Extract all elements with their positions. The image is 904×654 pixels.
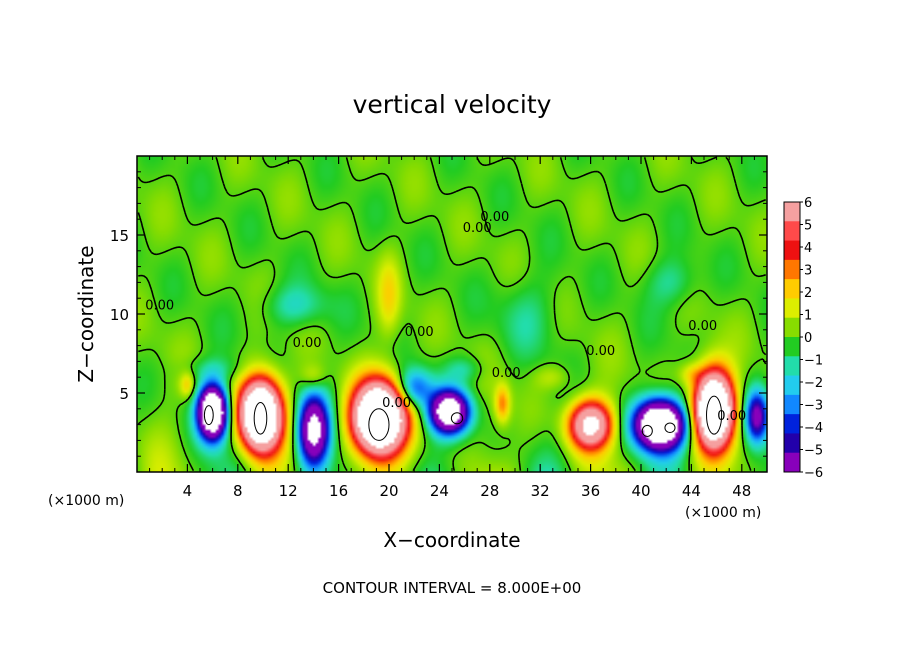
contour-label: 0.00 <box>463 221 492 236</box>
colorbar-label: 2 <box>804 286 812 301</box>
contour-label: 0.00 <box>492 366 521 381</box>
x-tick-label: 12 <box>279 482 298 500</box>
contour-label: 0.00 <box>382 396 411 411</box>
x-tick-label: 8 <box>233 482 243 500</box>
colorbar-segment <box>784 356 800 376</box>
colorbar-segment <box>784 279 800 299</box>
colorbar-label: 0 <box>804 331 812 346</box>
contour-label: 0.00 <box>145 298 174 313</box>
colorbar-label: −6 <box>804 466 823 481</box>
colorbar-segment <box>784 452 800 473</box>
inner-contour <box>706 395 723 435</box>
x-tick-label: 4 <box>183 482 193 500</box>
contour-interval-note: CONTOUR INTERVAL = 8.000E+00 <box>323 579 582 597</box>
x-tick-label: 36 <box>581 482 600 500</box>
x-tick-label: 28 <box>480 482 499 500</box>
colorbar-segment <box>784 394 800 415</box>
colorbar-segment <box>784 259 800 280</box>
x-units-right: (×1000 m) <box>685 505 761 521</box>
colorbar-segment <box>784 375 800 396</box>
contour-label: 0.00 <box>405 325 434 340</box>
x-units-left: (×1000 m) <box>48 493 124 509</box>
contour-label: 0.00 <box>586 344 615 359</box>
x-tick-label: 24 <box>430 482 449 500</box>
colorbar-label: −4 <box>804 421 823 436</box>
x-tick-label: 40 <box>631 482 650 500</box>
colorbar-label: −1 <box>804 354 823 369</box>
x-tick-label: 48 <box>732 482 751 500</box>
inner-contour <box>203 405 214 426</box>
inner-contour <box>664 422 676 434</box>
colorbar-label: 4 <box>804 241 812 256</box>
inner-contours <box>203 395 723 441</box>
y-axis-label: Z−coordinate <box>74 245 98 382</box>
colorbar-label: 3 <box>804 264 812 279</box>
y-tick-label: 15 <box>110 227 129 245</box>
plot-area: 0.000.000.000.000.000.000.000.000.000.00 <box>137 156 767 472</box>
zero-contour-path <box>137 156 767 472</box>
colorbar-label: −2 <box>804 376 823 391</box>
colorbar-label: −3 <box>804 399 823 414</box>
colorbar-segment <box>784 433 800 454</box>
y-tick-label: 5 <box>119 385 129 403</box>
colorbar-label: 1 <box>804 309 812 324</box>
colorbar-segment <box>784 414 800 434</box>
chart-title: vertical velocity <box>353 90 552 119</box>
contour-label: 0.00 <box>480 210 509 225</box>
colorbar: 6 5 4 3 2 1 0 −1 −2 −3 −4 −5 −6 <box>783 196 823 481</box>
colorbar-segment <box>784 240 800 261</box>
zero-contours <box>137 156 767 472</box>
colorbar-label: 5 <box>804 219 812 234</box>
contour-label: 0.00 <box>688 319 717 334</box>
colorbar-label: 6 <box>804 196 812 211</box>
colorbar-segment <box>784 317 800 338</box>
inner-contour <box>368 408 390 441</box>
colorbar-segment <box>784 221 800 241</box>
colorbar-segment <box>784 337 800 357</box>
y-axis-ticks: 5 10 15 <box>110 171 767 457</box>
contour-label: 0.00 <box>717 409 746 424</box>
inner-contour <box>641 424 653 437</box>
x-axis-ticks: 4 8 12 16 20 24 28 32 36 40 44 48 <box>149 156 755 500</box>
inner-contour <box>450 412 464 425</box>
velocity-heatmap <box>137 156 767 472</box>
x-tick-label: 44 <box>682 482 701 500</box>
colorbar-segment <box>784 202 800 222</box>
x-axis-label: X−coordinate <box>383 528 520 552</box>
x-tick-label: 20 <box>379 482 398 500</box>
contour-labels: 0.000.000.000.000.000.000.000.000.000.00 <box>145 210 746 424</box>
x-tick-label: 16 <box>329 482 348 500</box>
inner-contour <box>253 401 268 435</box>
colorbar-segment <box>784 298 800 319</box>
x-tick-label: 32 <box>531 482 550 500</box>
y-tick-label: 10 <box>110 306 129 324</box>
colorbar-label: −5 <box>804 444 823 459</box>
contour-label: 0.00 <box>293 336 322 351</box>
